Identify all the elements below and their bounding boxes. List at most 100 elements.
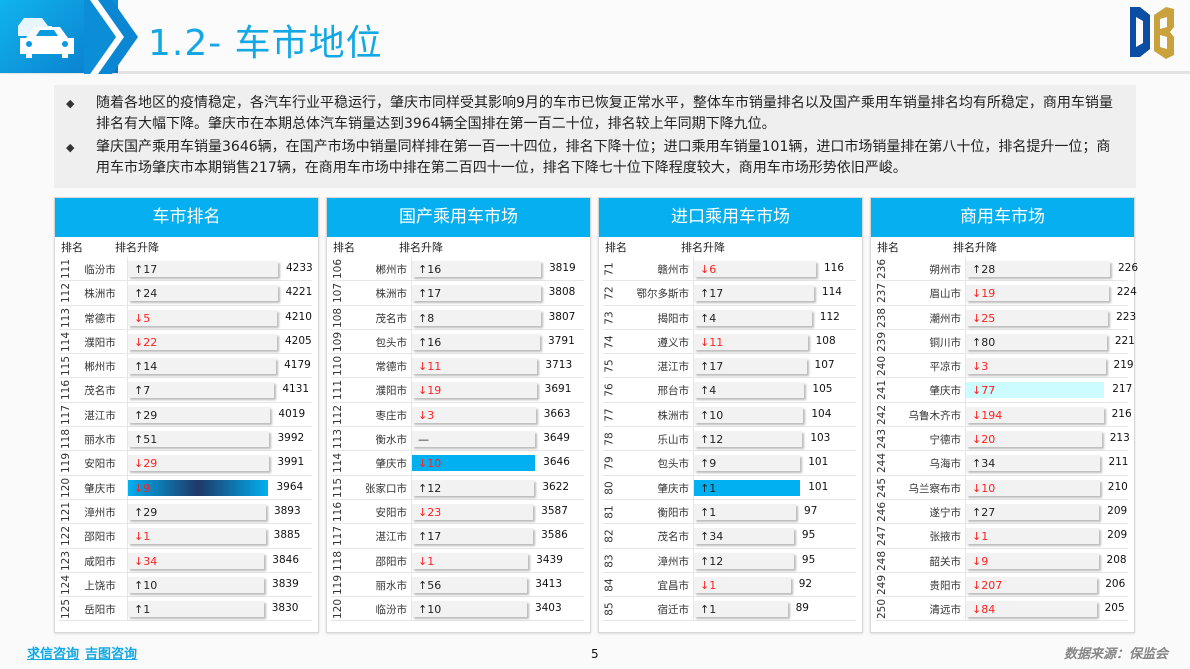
city-name: 安阳市 bbox=[84, 458, 116, 471]
city-name: 丽水市 bbox=[375, 579, 408, 592]
diamond-bullet-icon: ◆ bbox=[66, 97, 75, 110]
highlight-bar: ↓9 bbox=[128, 479, 269, 496]
table-row: 81 衡阳市 ↑1 97 bbox=[603, 499, 856, 525]
rank-change: ↑34 bbox=[700, 530, 724, 544]
value-bar: ↓5 bbox=[128, 309, 278, 326]
sales-value: 217 bbox=[1112, 383, 1133, 396]
value-bar: ↑12 bbox=[694, 552, 794, 569]
city-name: 湛江市 bbox=[657, 361, 690, 374]
value-bar: ↓34 bbox=[128, 552, 265, 569]
rank-value: 108 bbox=[332, 307, 345, 328]
rank-change: ↓84 bbox=[972, 603, 996, 617]
rank-change: ↓5 bbox=[134, 311, 151, 325]
table-row: 239 铜川市 ↑80 221 bbox=[875, 329, 1135, 355]
rank-cell: 108 bbox=[331, 306, 345, 330]
table-row: 117 湛江市 ↑29 4019 bbox=[59, 402, 312, 428]
rank-value: 111 bbox=[332, 380, 345, 401]
rank-value: 79 bbox=[604, 456, 616, 471]
value-bar: ↑4 bbox=[694, 382, 805, 399]
bar-cell: ↑8 3807 bbox=[411, 305, 584, 329]
panel-title: 进口乘用车市场 bbox=[599, 198, 862, 237]
city-name: 株洲市 bbox=[657, 409, 690, 422]
sales-value: 114 bbox=[821, 286, 842, 299]
rank-change: ↑10 bbox=[134, 578, 158, 592]
bar-cell: ↓77 217 bbox=[965, 378, 1132, 402]
rank-value: 85 bbox=[604, 602, 616, 616]
rank-value: 116 bbox=[60, 380, 73, 401]
rank-change: ↓20 bbox=[972, 433, 996, 447]
rank-value: 75 bbox=[604, 359, 616, 373]
rank-value: 242 bbox=[876, 404, 889, 425]
bar-cell: ↑12 103 bbox=[693, 427, 856, 451]
footer-link[interactable]: 吉图咨询 bbox=[85, 647, 138, 662]
value-bar: ↑8 bbox=[412, 309, 541, 326]
sales-value: 107 bbox=[814, 359, 835, 372]
bar-cell: ↑17 107 bbox=[693, 354, 856, 378]
table-row: 122 邵阳市 ↓1 3885 bbox=[59, 524, 312, 549]
sales-value: 97 bbox=[804, 504, 818, 517]
sales-value: 4179 bbox=[284, 359, 311, 372]
sales-value: 3403 bbox=[534, 602, 562, 615]
value-bar: ↑17 bbox=[694, 358, 807, 375]
bar-cell: ↑10 3839 bbox=[127, 572, 312, 597]
city-name: 安阳市 bbox=[375, 506, 408, 519]
table-row: 112 枣庄市 ↓3 3663 bbox=[331, 402, 584, 428]
sales-value: 4131 bbox=[282, 383, 310, 396]
value-bar: ↓1 bbox=[412, 552, 529, 569]
rank-value: 244 bbox=[876, 453, 889, 474]
rank-cell: 120 bbox=[59, 476, 73, 500]
table-row: 75 湛江市 ↑17 107 bbox=[603, 354, 856, 379]
city-name: 茂名市 bbox=[84, 385, 116, 398]
value-bar: ↑14 bbox=[128, 358, 277, 375]
bar-cell: ↓194 216 bbox=[965, 402, 1132, 427]
sales-value: 208 bbox=[1106, 553, 1127, 566]
value-bar: ↓23 bbox=[412, 503, 534, 520]
panel-title: 车市排名 bbox=[55, 198, 318, 237]
bar-cell: ↓1 3439 bbox=[411, 548, 584, 572]
city-name: 常德市 bbox=[84, 312, 116, 325]
col-rank: 排名 bbox=[61, 241, 83, 254]
sales-value: 3587 bbox=[541, 504, 568, 517]
sales-value: 3649 bbox=[543, 432, 570, 445]
car-icon bbox=[18, 18, 74, 58]
sales-value: 116 bbox=[824, 262, 845, 274]
footer-link[interactable]: 求信咨询 bbox=[27, 647, 80, 662]
value-bar: ↓29 bbox=[128, 455, 270, 472]
rank-cell: 82 bbox=[603, 524, 617, 548]
rank-value: 114 bbox=[60, 331, 73, 352]
bar-cell: — 3649 bbox=[411, 427, 584, 451]
city-name: 衡水市 bbox=[375, 434, 408, 447]
rank-value: 119 bbox=[60, 453, 73, 474]
value-bar: ↓11 bbox=[694, 333, 808, 350]
value-bar: ↑4 bbox=[694, 309, 812, 326]
ranking-panel: 商用车市场 排名 排名升降 236 朔州市 ↑28 226 237 眉山市 ↓19… bbox=[870, 197, 1138, 633]
table-row: 125 岳阳市 ↑1 3830 bbox=[59, 597, 312, 622]
sales-value: 3991 bbox=[277, 456, 305, 469]
sales-value: 206 bbox=[1105, 577, 1126, 590]
rank-value: 82 bbox=[604, 529, 616, 543]
rank-cell: 112 bbox=[331, 403, 345, 427]
table-row: 115 张家口市 ↑12 3622 bbox=[331, 475, 584, 500]
city-name: 临汾市 bbox=[84, 264, 116, 276]
table-row: 118 邵阳市 ↓1 3439 bbox=[331, 548, 584, 573]
rank-cell: 119 bbox=[59, 451, 73, 475]
rank-change: ↑4 bbox=[700, 384, 717, 398]
city-name: 包头市 bbox=[375, 336, 408, 349]
city-name: 咸阳市 bbox=[84, 555, 116, 568]
value-bar: ↑1 bbox=[128, 601, 264, 618]
sales-value: 3885 bbox=[273, 529, 301, 542]
rank-cell: 245 bbox=[875, 476, 889, 500]
rank-change: ↓1 bbox=[700, 578, 717, 592]
bar-cell: ↑10 3403 bbox=[411, 597, 584, 621]
rank-value: 237 bbox=[876, 283, 889, 304]
value-bar: ↑17 bbox=[412, 528, 534, 545]
rank-change: ↓77 bbox=[972, 384, 996, 398]
table-row: 238 潮州市 ↓25 223 bbox=[875, 305, 1136, 330]
sales-value: 103 bbox=[810, 432, 831, 445]
rank-change: ↑1 bbox=[700, 505, 717, 519]
sales-value: 3413 bbox=[535, 577, 563, 590]
sales-value: 219 bbox=[1113, 359, 1134, 372]
rank-change: ↓25 bbox=[972, 311, 996, 325]
chevron-icon bbox=[84, 0, 138, 74]
city-name: 赣州市 bbox=[657, 264, 690, 276]
